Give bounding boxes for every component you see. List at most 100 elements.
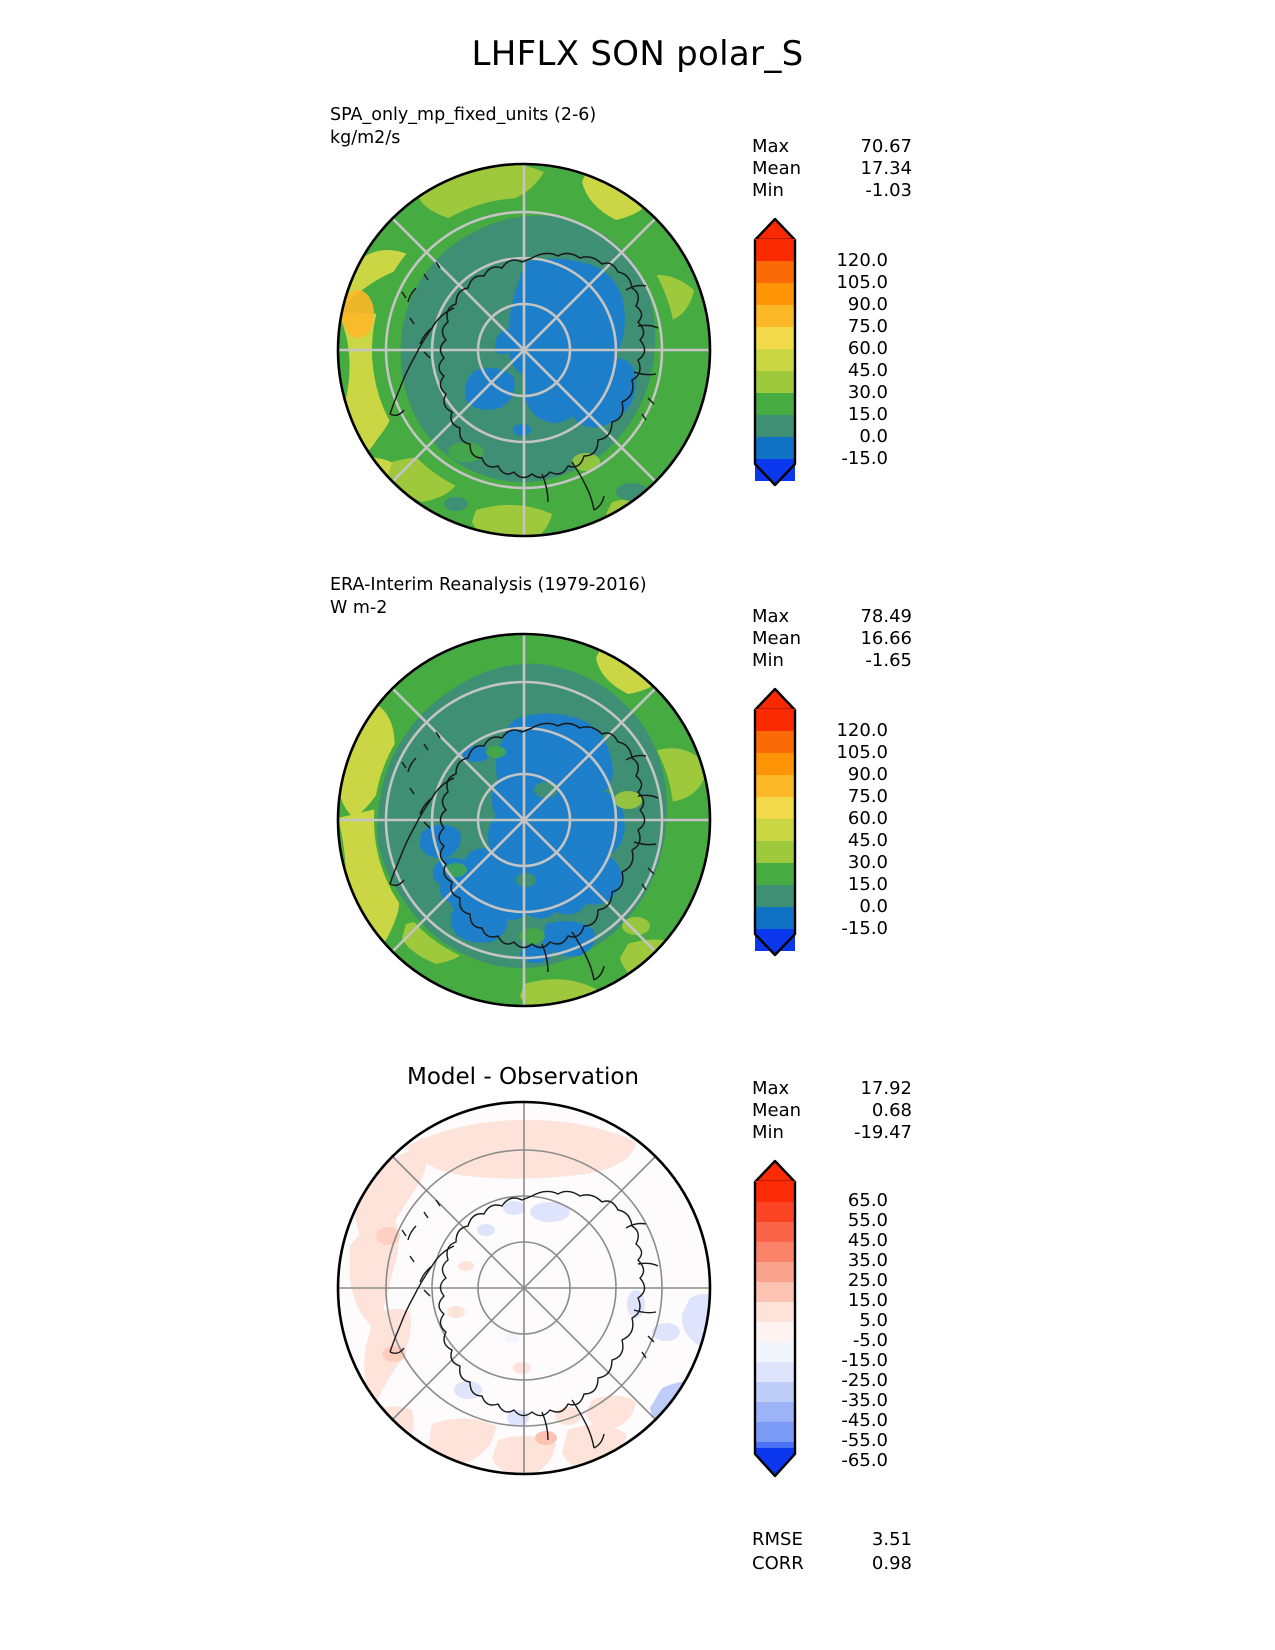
cbar-tick: 45.0	[847, 830, 888, 851]
metric-key: CORR	[752, 1553, 804, 1574]
colorbar-observation-bands	[753, 687, 797, 957]
panel-model-title: SPA_only_mp_fixed_units (2-6)	[330, 105, 597, 125]
stat-value: 0.68	[871, 1100, 912, 1121]
polar-map-observation-svg	[336, 632, 712, 1008]
cbar-tick: 45.0	[847, 1230, 888, 1251]
polar-map-model-svg	[336, 162, 712, 538]
panel-difference-title: Model - Observation	[406, 1064, 640, 1090]
stat-value: 70.67	[860, 136, 912, 157]
colorbar-difference-bands	[753, 1159, 797, 1478]
polar-map-model	[336, 162, 712, 540]
metric-row: CORR 0.98	[752, 1552, 912, 1576]
stat-row: Min -1.03	[752, 180, 912, 202]
cbar-tick: 105.0	[836, 272, 888, 293]
stats-model: Max 70.67 Mean 17.34 Min -1.03	[752, 136, 912, 202]
metric-value: 0.98	[871, 1553, 912, 1574]
graticule-observation	[338, 634, 710, 1006]
panel-model-units: kg/m2/s	[330, 128, 401, 148]
stat-key: Mean	[752, 628, 802, 649]
cbar-tick: 25.0	[847, 1270, 888, 1291]
colorbar-model-svg	[753, 217, 797, 487]
cbar-tick: -15.0	[841, 918, 888, 939]
figure-title: LHFLX SON polar_S	[471, 34, 804, 74]
coastline-model	[389, 252, 659, 511]
stat-key: Max	[752, 1078, 790, 1099]
stat-key: Mean	[752, 158, 802, 179]
cbar-tick: 30.0	[847, 382, 888, 403]
metric-value: 3.51	[871, 1529, 912, 1550]
cbar-tick: -15.0	[841, 1350, 888, 1371]
stat-key: Min	[752, 650, 784, 671]
cbar-tick: 35.0	[847, 1250, 888, 1271]
cbar-tick: 15.0	[847, 874, 888, 895]
stats-difference: Max 17.92 Mean 0.68 Min -19.47	[752, 1078, 912, 1144]
cbar-tick: 55.0	[847, 1210, 888, 1231]
coastline-difference	[389, 1190, 659, 1449]
cbar-tick: 60.0	[847, 808, 888, 829]
stat-row: Mean 16.66	[752, 628, 912, 650]
cbar-tick: 75.0	[847, 316, 888, 337]
map-outline-difference	[336, 1100, 712, 1476]
stat-value: -1.03	[865, 180, 912, 201]
cbar-tick: 0.0	[859, 426, 888, 447]
cbar-tick: -5.0	[852, 1330, 888, 1351]
cbar-tick: 75.0	[847, 786, 888, 807]
cbar-tick: 15.0	[847, 1290, 888, 1311]
colorbar-observation-svg	[753, 687, 797, 957]
map-outline-observation	[336, 632, 712, 1008]
metrics-difference: RMSE 3.51 CORR 0.98	[752, 1528, 912, 1576]
cbar-tick: 90.0	[847, 764, 888, 785]
graticule-difference	[338, 1102, 710, 1474]
cbar-tick: -25.0	[841, 1370, 888, 1391]
cbar-tick: 120.0	[836, 720, 888, 741]
colorbar-model: 120.0 105.0 90.0 75.0 60.0 45.0 30.0 15.…	[752, 216, 888, 488]
stat-row: Min -1.65	[752, 650, 912, 672]
cbar-tick: -35.0	[841, 1390, 888, 1411]
cbar-tick: -45.0	[841, 1410, 888, 1431]
stat-value: -19.47	[853, 1122, 912, 1143]
stat-key: Mean	[752, 1100, 802, 1121]
stat-key: Min	[752, 180, 784, 201]
stat-row: Max 17.92	[752, 1078, 912, 1100]
metric-row: RMSE 3.51	[752, 1528, 912, 1552]
stat-value: 16.66	[860, 628, 912, 649]
cbar-tick: -15.0	[841, 448, 888, 469]
cbar-tick: 90.0	[847, 294, 888, 315]
map-outline-model	[336, 162, 712, 538]
stat-key: Min	[752, 1122, 784, 1143]
cbar-tick: 0.0	[859, 896, 888, 917]
cbar-tick: -55.0	[841, 1430, 888, 1451]
panel-observation-units: W m-2	[330, 598, 388, 618]
cbar-tick: 65.0	[847, 1190, 888, 1211]
polar-map-difference-svg	[336, 1100, 712, 1476]
colorbar-observation: 120.0 105.0 90.0 75.0 60.0 45.0 30.0 15.…	[752, 686, 888, 958]
metric-key: RMSE	[752, 1529, 803, 1550]
cbar-tick: -65.0	[841, 1450, 888, 1471]
stat-key: Max	[752, 136, 790, 157]
stat-key: Max	[752, 606, 790, 627]
stat-row: Max 78.49	[752, 606, 912, 628]
stat-row: Min -19.47	[752, 1122, 912, 1144]
panel-observation-title: ERA-Interim Reanalysis (1979-2016)	[330, 575, 647, 595]
polar-map-difference	[336, 1100, 712, 1478]
cbar-tick: 45.0	[847, 360, 888, 381]
cbar-tick: 15.0	[847, 404, 888, 425]
cbar-tick: 5.0	[859, 1310, 888, 1331]
cbar-tick: 120.0	[836, 250, 888, 271]
colorbar-model-bands	[753, 217, 797, 487]
stat-value: 17.92	[860, 1078, 912, 1099]
cbar-tick: 30.0	[847, 852, 888, 873]
stat-row: Mean 17.34	[752, 158, 912, 180]
coastline-observation	[389, 722, 659, 981]
stat-value: 17.34	[860, 158, 912, 179]
polar-map-observation	[336, 632, 712, 1010]
stat-row: Mean 0.68	[752, 1100, 912, 1122]
cbar-tick: 60.0	[847, 338, 888, 359]
cbar-tick: 105.0	[836, 742, 888, 763]
colorbar-difference: 65.0 55.0 45.0 35.0 25.0 15.0 5.0 -5.0 -…	[752, 1158, 888, 1480]
stat-row: Max 70.67	[752, 136, 912, 158]
stat-value: -1.65	[865, 650, 912, 671]
stats-observation: Max 78.49 Mean 16.66 Min -1.65	[752, 606, 912, 672]
stat-value: 78.49	[860, 606, 912, 627]
